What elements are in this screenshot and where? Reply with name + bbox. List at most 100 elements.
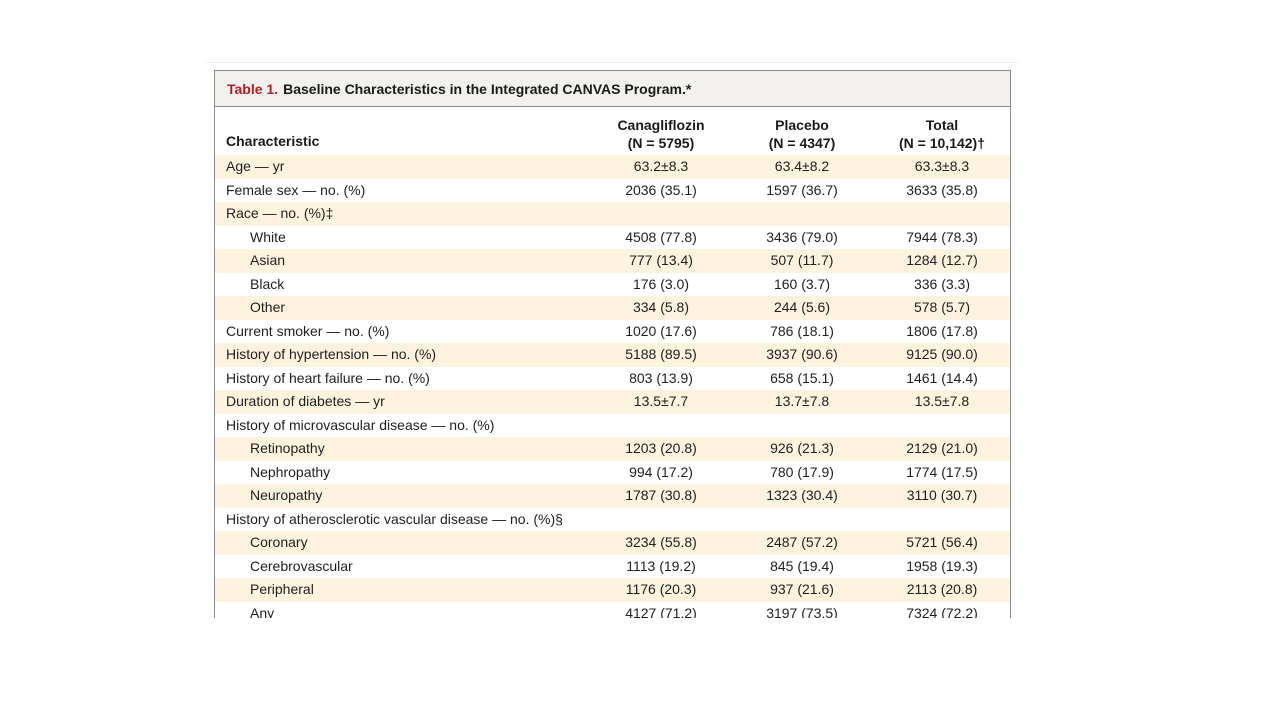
cell-placebo: 845 (19.4) <box>770 557 834 574</box>
row-label: Peripheral <box>250 581 314 597</box>
table-row: Coronary 3234 (55.8) 2487 (57.2) 5721 (5… <box>215 531 1010 555</box>
header-total: Total (N = 10,142)† <box>877 116 1007 152</box>
table-row: Neuropathy 1787 (30.8) 1323 (30.4) 3110 … <box>215 484 1010 508</box>
cell-placebo: 3937 (90.6) <box>766 346 838 362</box>
cell-canagliflozin: 334 (5.8) <box>632 299 690 315</box>
header-total-n: (N = 10,142)† <box>899 135 985 151</box>
cell-placebo: 507 (11.7) <box>770 252 834 268</box>
table-row: Asian 777 (13.4) 507 (11.7) 1284 (12.7) <box>215 249 1010 273</box>
cell-placebo: 1597 (36.7) <box>766 181 838 198</box>
table-header-row: Characteristic Canagliflozin (N = 5795) … <box>215 107 1010 155</box>
header-characteristic: Characteristic <box>226 133 320 149</box>
cell-placebo: 658 (15.1) <box>770 369 834 386</box>
table-row: White 4508 (77.8) 3436 (79.0) 7944 (78.3… <box>215 226 1010 250</box>
row-label: Coronary <box>250 534 308 550</box>
row-label: Retinopathy <box>250 440 325 456</box>
cell-placebo: 937 (21.6) <box>770 581 834 597</box>
table-row: Age — yr 63.2±8.3 63.4±8.2 63.3±8.3 <box>215 155 1010 179</box>
cell-total: 5721 (56.4) <box>906 534 978 550</box>
table-row: Duration of diabetes — yr 13.5±7.7 13.7±… <box>215 390 1010 414</box>
row-label: White <box>250 228 286 245</box>
table-row: Retinopathy 1203 (20.8) 926 (21.3) 2129 … <box>215 437 1010 461</box>
table-row: Other 334 (5.8) 244 (5.6) 578 (5.7) <box>215 296 1010 320</box>
cell-canagliflozin: 3234 (55.8) <box>625 534 697 550</box>
cell-total: 2113 (20.8) <box>906 581 978 597</box>
table-row: Cerebrovascular 1113 (19.2) 845 (19.4) 1… <box>215 555 1010 579</box>
cell-total: 7324 (72.2) <box>906 604 978 619</box>
header-placebo-name: Placebo <box>775 117 829 133</box>
page-divider <box>206 62 1018 63</box>
cell-canagliflozin: 994 (17.2) <box>629 463 693 480</box>
table-row: Female sex — no. (%) 2036 (35.1) 1597 (3… <box>215 179 1010 203</box>
table-row: History of heart failure — no. (%) 803 (… <box>215 367 1010 391</box>
cell-canagliflozin: 5188 (89.5) <box>625 346 697 362</box>
row-label: Race — no. (%)‡ <box>226 205 334 221</box>
row-label: Cerebrovascular <box>250 557 353 574</box>
cell-placebo: 63.4±8.2 <box>774 158 830 174</box>
table-row: Any 4127 (71.2) 3197 (73.5) 7324 (72.2) <box>215 602 1010 619</box>
row-label: Current smoker — no. (%) <box>226 322 390 339</box>
row-label: Any <box>250 604 275 619</box>
cell-total: 1958 (19.3) <box>906 557 978 574</box>
header-placebo-n: (N = 4347) <box>768 135 836 151</box>
cell-total: 578 (5.7) <box>913 299 971 315</box>
table-row: History of atherosclerotic vascular dise… <box>215 508 1010 532</box>
table-title: Table 1. Baseline Characteristics in the… <box>215 71 1010 107</box>
cell-placebo: 3197 (73.5) <box>766 604 838 619</box>
cell-total: 336 (3.3) <box>913 275 971 292</box>
row-label: Nephropathy <box>250 463 331 480</box>
cell-canagliflozin: 4127 (71.2) <box>625 604 697 619</box>
header-total-name: Total <box>925 117 959 133</box>
table-row: Race — no. (%)‡ <box>215 202 1010 226</box>
header-canagliflozin-n: (N = 5795) <box>627 135 695 151</box>
cell-total: 1774 (17.5) <box>906 463 978 480</box>
row-label: History of microvascular disease — no. (… <box>226 416 495 433</box>
row-label: History of atherosclerotic vascular dise… <box>226 510 563 527</box>
cell-placebo: 13.7±7.8 <box>774 393 830 409</box>
cell-placebo: 780 (17.9) <box>770 463 834 480</box>
cell-total: 63.3±8.3 <box>914 158 970 174</box>
cell-canagliflozin: 777 (13.4) <box>629 252 693 268</box>
cell-canagliflozin: 1176 (20.3) <box>625 581 697 597</box>
cell-total: 2129 (21.0) <box>906 440 978 456</box>
cell-total: 3633 (35.8) <box>906 181 978 198</box>
cell-placebo: 786 (18.1) <box>770 322 834 339</box>
table-row: Current smoker — no. (%) 1020 (17.6) 786… <box>215 320 1010 344</box>
cell-placebo: 160 (3.7) <box>773 275 831 292</box>
table-row: Black 176 (3.0) 160 (3.7) 336 (3.3) <box>215 273 1010 297</box>
cell-placebo: 1323 (30.4) <box>766 487 838 503</box>
header-canagliflozin-name: Canagliflozin <box>617 117 705 133</box>
row-label: Duration of diabetes — yr <box>226 393 385 409</box>
header-canagliflozin: Canagliflozin (N = 5795) <box>596 116 726 152</box>
row-label: History of hypertension — no. (%) <box>226 346 437 362</box>
cell-canagliflozin: 13.5±7.7 <box>633 393 689 409</box>
cell-placebo: 244 (5.6) <box>773 299 831 315</box>
baseline-characteristics-table: Table 1. Baseline Characteristics in the… <box>214 70 1011 618</box>
cell-canagliflozin: 63.2±8.3 <box>633 158 689 174</box>
row-label: Black <box>250 275 285 292</box>
cell-total: 13.5±7.8 <box>914 393 970 409</box>
table-row: History of microvascular disease — no. (… <box>215 414 1010 438</box>
cell-total: 1284 (12.7) <box>906 252 978 268</box>
table-number-label: Table 1. <box>227 80 279 97</box>
cell-placebo: 3436 (79.0) <box>766 228 838 245</box>
row-label: Other <box>250 299 286 315</box>
row-label: Age — yr <box>226 158 285 174</box>
cell-canagliflozin: 1203 (20.8) <box>625 440 697 456</box>
cell-total: 3110 (30.7) <box>906 487 978 503</box>
cell-total: 1806 (17.8) <box>906 322 978 339</box>
row-label: Neuropathy <box>250 487 323 503</box>
cell-canagliflozin: 4508 (77.8) <box>625 228 697 245</box>
table-row: History of hypertension — no. (%) 5188 (… <box>215 343 1010 367</box>
header-placebo: Placebo (N = 4347) <box>737 116 867 152</box>
cell-placebo: 2487 (57.2) <box>766 534 838 550</box>
cell-total: 7944 (78.3) <box>906 228 978 245</box>
row-label: History of heart failure — no. (%) <box>226 369 430 386</box>
cell-placebo: 926 (21.3) <box>770 440 834 456</box>
cell-canagliflozin: 1787 (30.8) <box>625 487 697 503</box>
table-row: Nephropathy 994 (17.2) 780 (17.9) 1774 (… <box>215 461 1010 485</box>
cell-canagliflozin: 1020 (17.6) <box>625 322 697 339</box>
row-label: Asian <box>250 252 286 268</box>
cell-total: 9125 (90.0) <box>906 346 978 362</box>
cell-canagliflozin: 176 (3.0) <box>632 275 690 292</box>
